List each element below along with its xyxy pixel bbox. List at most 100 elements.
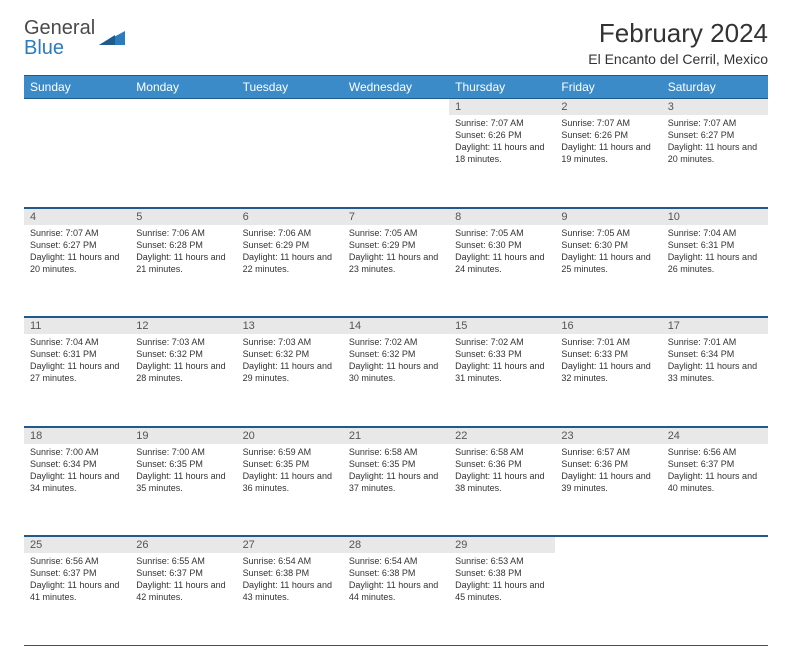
sunset-text: Sunset: 6:27 PM (668, 129, 762, 141)
weekday-header: Thursday (449, 76, 555, 99)
daynum-cell: 27 (237, 536, 343, 554)
day-number-empty (555, 536, 661, 553)
day-number: 8 (449, 208, 555, 225)
daynum-cell: 13 (237, 317, 343, 335)
daylight-text: Daylight: 11 hours and 45 minutes. (455, 579, 549, 603)
day-content: Sunrise: 7:07 AMSunset: 6:27 PMDaylight:… (662, 115, 768, 170)
daylight-text: Daylight: 11 hours and 37 minutes. (349, 470, 443, 494)
day-number: 10 (662, 208, 768, 225)
weekday-header: Friday (555, 76, 661, 99)
day-content: Sunrise: 6:54 AMSunset: 6:38 PMDaylight:… (237, 553, 343, 608)
day-number: 25 (24, 536, 130, 553)
daylight-text: Daylight: 11 hours and 44 minutes. (349, 579, 443, 603)
sunrise-text: Sunrise: 7:05 AM (349, 227, 443, 239)
day-number: 24 (662, 427, 768, 444)
daynum-cell: 9 (555, 207, 661, 225)
daynum-row: 11121314151617 (24, 317, 768, 335)
day-content: Sunrise: 7:05 AMSunset: 6:30 PMDaylight:… (555, 225, 661, 280)
daylight-text: Daylight: 11 hours and 41 minutes. (30, 579, 124, 603)
day-content: Sunrise: 7:00 AMSunset: 6:35 PMDaylight:… (130, 444, 236, 499)
sunset-text: Sunset: 6:37 PM (136, 567, 230, 579)
sunset-text: Sunset: 6:34 PM (668, 348, 762, 360)
daynum-row: 123 (24, 98, 768, 115)
sunrise-text: Sunrise: 7:07 AM (455, 117, 549, 129)
day-number: 22 (449, 427, 555, 444)
week-row: Sunrise: 7:07 AMSunset: 6:26 PMDaylight:… (24, 115, 768, 207)
daynum-cell: 24 (662, 426, 768, 444)
daylight-text: Daylight: 11 hours and 33 minutes. (668, 360, 762, 384)
sunrise-text: Sunrise: 7:03 AM (243, 336, 337, 348)
day-content: Sunrise: 6:55 AMSunset: 6:37 PMDaylight:… (130, 553, 236, 608)
sunset-text: Sunset: 6:28 PM (136, 239, 230, 251)
day-content: Sunrise: 7:07 AMSunset: 6:26 PMDaylight:… (555, 115, 661, 170)
day-cell: Sunrise: 7:07 AMSunset: 6:27 PMDaylight:… (24, 225, 130, 317)
day-content: Sunrise: 7:03 AMSunset: 6:32 PMDaylight:… (237, 334, 343, 389)
day-number: 29 (449, 536, 555, 553)
daylight-text: Daylight: 11 hours and 43 minutes. (243, 579, 337, 603)
weekday-header: Wednesday (343, 76, 449, 99)
daylight-text: Daylight: 11 hours and 38 minutes. (455, 470, 549, 494)
daylight-text: Daylight: 11 hours and 25 minutes. (561, 251, 655, 275)
daynum-cell: 4 (24, 207, 130, 225)
sunset-text: Sunset: 6:32 PM (243, 348, 337, 360)
calendar-table: Sunday Monday Tuesday Wednesday Thursday… (24, 75, 768, 646)
day-content: Sunrise: 6:56 AMSunset: 6:37 PMDaylight:… (24, 553, 130, 608)
logo-triangle-icon (99, 27, 125, 50)
weekday-header-row: Sunday Monday Tuesday Wednesday Thursday… (24, 76, 768, 99)
sunrise-text: Sunrise: 7:06 AM (243, 227, 337, 239)
day-number: 13 (237, 317, 343, 334)
day-number: 21 (343, 427, 449, 444)
day-cell: Sunrise: 6:54 AMSunset: 6:38 PMDaylight:… (343, 553, 449, 645)
day-content: Sunrise: 7:04 AMSunset: 6:31 PMDaylight:… (24, 334, 130, 389)
daylight-text: Daylight: 11 hours and 23 minutes. (349, 251, 443, 275)
day-number: 16 (555, 317, 661, 334)
day-content: Sunrise: 7:07 AMSunset: 6:27 PMDaylight:… (24, 225, 130, 280)
daynum-cell: 17 (662, 317, 768, 335)
sunrise-text: Sunrise: 7:07 AM (30, 227, 124, 239)
daynum-cell: 2 (555, 98, 661, 115)
daylight-text: Daylight: 11 hours and 20 minutes. (30, 251, 124, 275)
day-cell: Sunrise: 7:03 AMSunset: 6:32 PMDaylight:… (237, 334, 343, 426)
daynum-cell: 21 (343, 426, 449, 444)
daylight-text: Daylight: 11 hours and 20 minutes. (668, 141, 762, 165)
sunset-text: Sunset: 6:27 PM (30, 239, 124, 251)
day-cell: Sunrise: 7:01 AMSunset: 6:33 PMDaylight:… (555, 334, 661, 426)
title-block: February 2024 El Encanto del Cerril, Mex… (588, 18, 768, 67)
sunset-text: Sunset: 6:31 PM (668, 239, 762, 251)
day-content: Sunrise: 7:03 AMSunset: 6:32 PMDaylight:… (130, 334, 236, 389)
daylight-text: Daylight: 11 hours and 30 minutes. (349, 360, 443, 384)
day-number: 26 (130, 536, 236, 553)
daynum-cell: 10 (662, 207, 768, 225)
day-number: 20 (237, 427, 343, 444)
day-cell: Sunrise: 7:05 AMSunset: 6:30 PMDaylight:… (555, 225, 661, 317)
daynum-cell: 25 (24, 536, 130, 554)
sunset-text: Sunset: 6:36 PM (561, 458, 655, 470)
sunset-text: Sunset: 6:35 PM (243, 458, 337, 470)
day-content: Sunrise: 7:05 AMSunset: 6:29 PMDaylight:… (343, 225, 449, 280)
sunset-text: Sunset: 6:29 PM (243, 239, 337, 251)
sunrise-text: Sunrise: 6:56 AM (668, 446, 762, 458)
sunset-text: Sunset: 6:38 PM (243, 567, 337, 579)
daynum-cell: 20 (237, 426, 343, 444)
day-cell: Sunrise: 7:02 AMSunset: 6:32 PMDaylight:… (343, 334, 449, 426)
day-cell: Sunrise: 7:07 AMSunset: 6:27 PMDaylight:… (662, 115, 768, 207)
day-content: Sunrise: 7:04 AMSunset: 6:31 PMDaylight:… (662, 225, 768, 280)
day-number: 15 (449, 317, 555, 334)
sunrise-text: Sunrise: 6:58 AM (455, 446, 549, 458)
sunrise-text: Sunrise: 7:00 AM (30, 446, 124, 458)
sunrise-text: Sunrise: 7:01 AM (561, 336, 655, 348)
daynum-cell: 3 (662, 98, 768, 115)
day-cell: Sunrise: 7:05 AMSunset: 6:30 PMDaylight:… (449, 225, 555, 317)
day-cell: Sunrise: 6:59 AMSunset: 6:35 PMDaylight:… (237, 444, 343, 536)
day-content: Sunrise: 7:02 AMSunset: 6:33 PMDaylight:… (449, 334, 555, 389)
sunset-text: Sunset: 6:35 PM (136, 458, 230, 470)
day-content: Sunrise: 6:54 AMSunset: 6:38 PMDaylight:… (343, 553, 449, 608)
week-row: Sunrise: 7:04 AMSunset: 6:31 PMDaylight:… (24, 334, 768, 426)
daynum-cell (662, 536, 768, 554)
day-number: 1 (449, 98, 555, 115)
sunrise-text: Sunrise: 7:04 AM (30, 336, 124, 348)
daynum-cell (555, 536, 661, 554)
sunrise-text: Sunrise: 6:57 AM (561, 446, 655, 458)
day-number: 28 (343, 536, 449, 553)
day-cell: Sunrise: 6:56 AMSunset: 6:37 PMDaylight:… (24, 553, 130, 645)
